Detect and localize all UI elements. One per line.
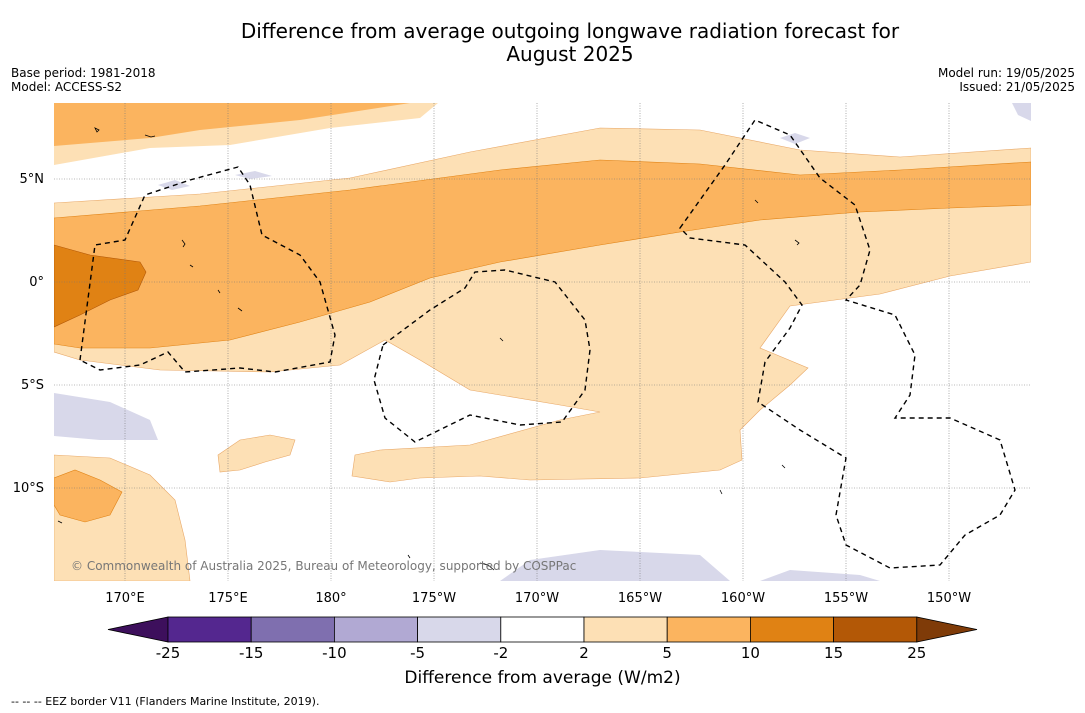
lon-label: 175°W — [412, 591, 456, 606]
lon-label: 180° — [315, 591, 346, 606]
colorbar: -25 -15 -10 -5 -2 2 5 10 15 25 — [107, 616, 978, 662]
colorbar-tick-label: -25 — [156, 644, 181, 662]
lon-label: 170°W — [515, 591, 559, 606]
lat-label: 10°S — [13, 481, 44, 496]
neg-patch-small-3 — [235, 171, 272, 179]
run-info: Model run: 19/05/2025 Issued: 21/05/2025 — [938, 66, 1075, 94]
colorbar-segment — [333, 616, 418, 643]
neg-patch-small-1 — [780, 133, 810, 144]
colorbar-tick-label: -5 — [410, 644, 425, 662]
colorbar-segment — [750, 616, 835, 643]
model-run: Model run: 19/05/2025 — [937, 66, 1075, 80]
patch-5-10-sw — [54, 469, 123, 523]
copyright-notice: © Commonwealth of Australia 2025, Bureau… — [71, 559, 576, 573]
colorbar-tick-label: -15 — [239, 644, 264, 662]
colorbar-tick-label: 15 — [824, 644, 843, 662]
colorbar-tick-label: 2 — [579, 644, 589, 662]
lon-label: 160°W — [721, 591, 765, 606]
latitude-labels: 5°N 0° 5°S 10°S — [13, 172, 44, 496]
neg-patch-se — [760, 570, 880, 581]
neg-patch-ne — [1012, 103, 1031, 121]
title-line-1: Difference from average outgoing longwav… — [240, 19, 900, 43]
colorbar-segment — [417, 616, 502, 643]
base-period: Base period: 1981-2018 — [11, 66, 156, 80]
lon-label: 150°W — [927, 591, 971, 606]
model-name: Model: ACCESS-S2 — [11, 80, 123, 94]
lat-label: 0° — [29, 275, 44, 290]
colorbar-segment — [500, 616, 585, 643]
lat-label: 5°N — [20, 172, 45, 187]
island-outlines — [57, 127, 800, 571]
colorbar-segment — [583, 616, 668, 643]
longitude-labels: 170°E 175°E 180° 175°W 170°W 165°W 160°W… — [105, 591, 971, 606]
band-5-10-north — [54, 103, 438, 146]
colorbar-segment — [666, 616, 751, 643]
colorbar-tick-label: 25 — [907, 644, 926, 662]
colorbar-extend-low — [107, 616, 169, 643]
issued-date: Issued: 21/05/2025 — [959, 80, 1075, 94]
eez-borders — [79, 119, 1016, 569]
colorbar-tick-label: 5 — [662, 644, 672, 662]
colorbar-tick-label: 10 — [741, 644, 760, 662]
band-5-10-main — [54, 159, 1031, 349]
patch-10-15-west — [54, 244, 147, 328]
neg-patch-s — [500, 550, 730, 581]
anomaly-field — [54, 103, 1031, 581]
colorbar-segment — [250, 616, 335, 643]
lon-label: 170°E — [105, 591, 145, 606]
neg-patch-nw — [54, 393, 158, 440]
patch-2-5-small — [217, 434, 296, 473]
eez-footnote: -- -- -- EEZ border V11 (Flanders Marine… — [11, 695, 320, 708]
colorbar-tick-label: -2 — [493, 644, 508, 662]
lat-label: 5°S — [21, 378, 44, 393]
colorbar-extend-high — [916, 616, 978, 643]
lon-label: 155°W — [824, 591, 868, 606]
colorbar-segment — [167, 616, 252, 643]
colorbar-tick-label: -10 — [322, 644, 347, 662]
lon-label: 175°E — [208, 591, 248, 606]
grid-lines — [54, 103, 1031, 581]
colorbar-segment — [833, 616, 918, 643]
title-line-2: August 2025 — [506, 42, 634, 66]
lon-label: 165°W — [618, 591, 662, 606]
colorbar-label: Difference from average (W/m2) — [404, 668, 681, 688]
base-info: Base period: 1981-2018 Model: ACCESS-S2 — [11, 66, 156, 94]
map-title: Difference from average outgoing longwav… — [0, 20, 1085, 66]
